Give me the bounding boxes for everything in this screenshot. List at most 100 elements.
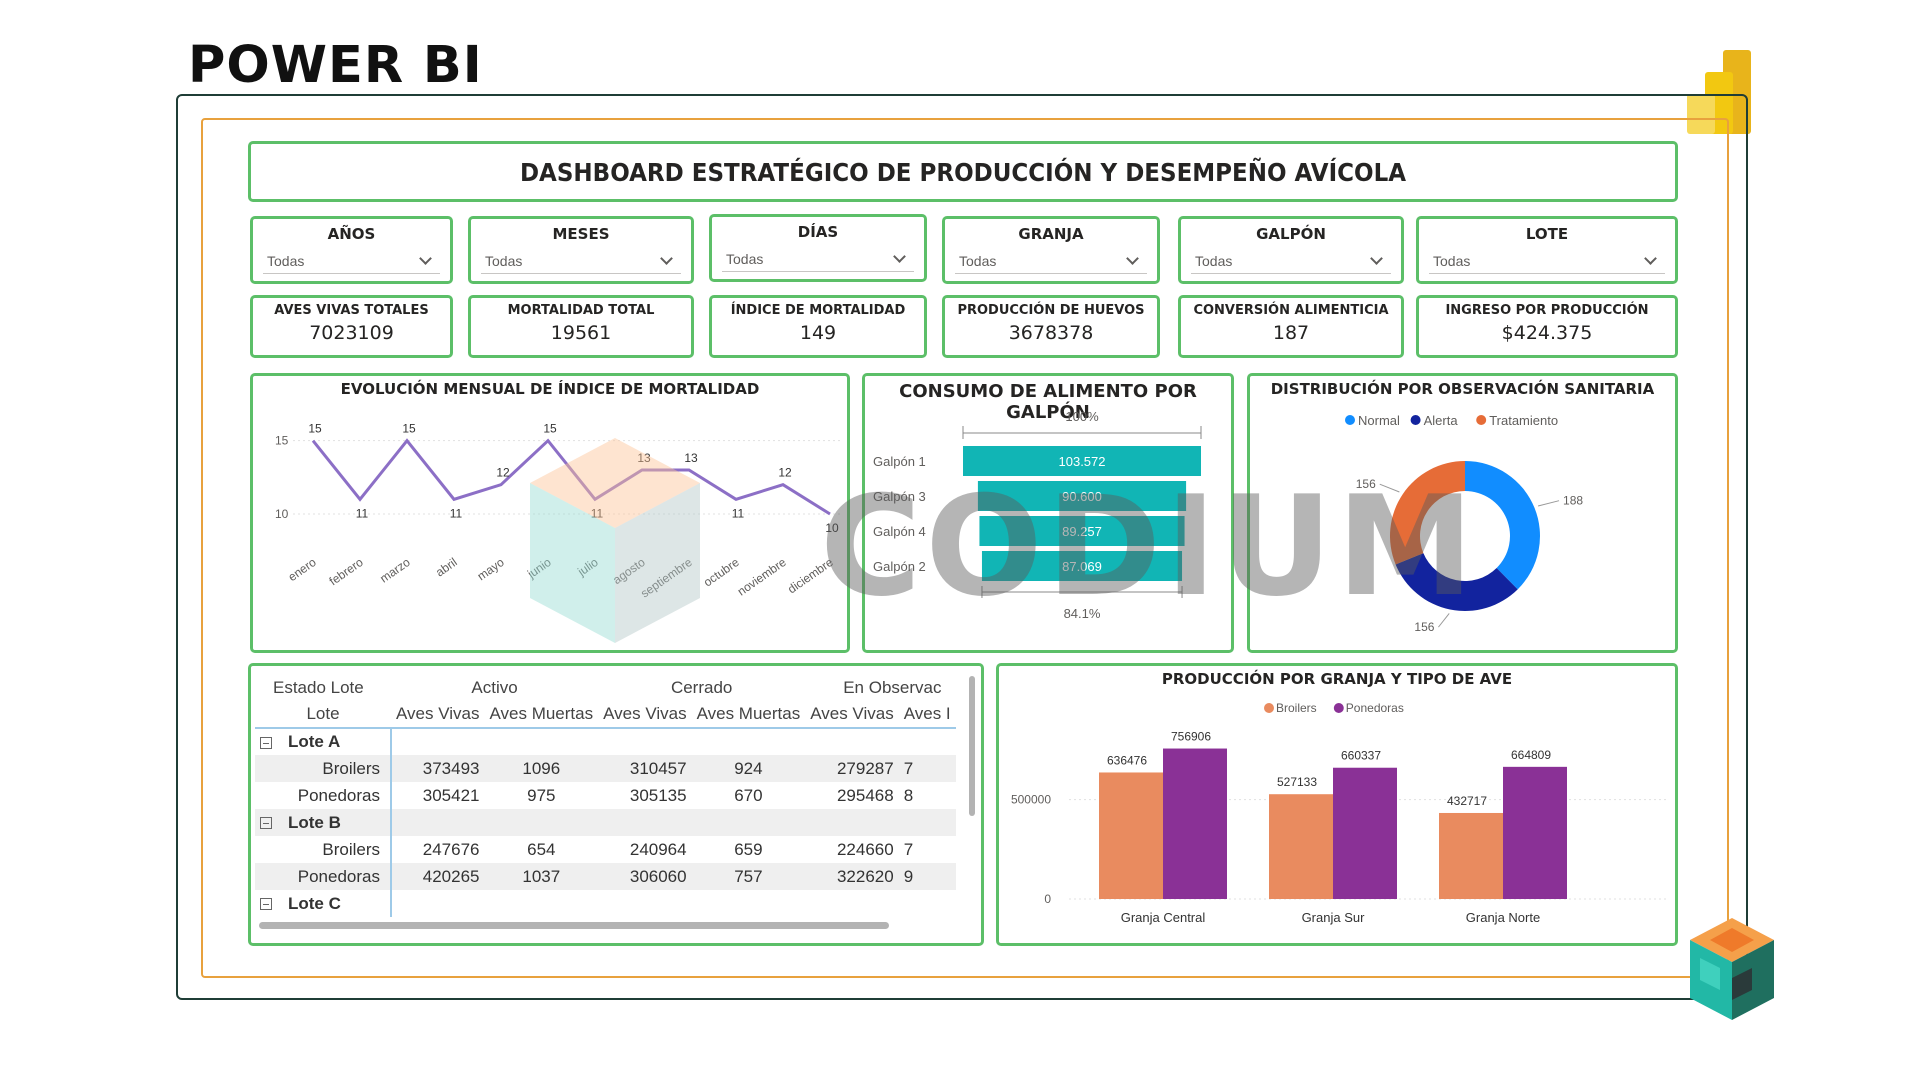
chevron-down-icon xyxy=(660,251,673,265)
slicer-value: Todas xyxy=(1433,252,1471,269)
chevron-down-icon xyxy=(893,249,906,263)
y-tick-label: 15 xyxy=(275,434,289,448)
y-tick-label: 0 xyxy=(1044,892,1051,906)
slicer-dropdown[interactable]: Todas xyxy=(722,246,914,272)
slicer-dropdown[interactable]: Todas xyxy=(263,248,440,274)
kpi-value: 7023109 xyxy=(309,322,394,344)
chevron-down-icon xyxy=(1370,251,1383,265)
column-header[interactable]: Aves Vivas xyxy=(598,701,692,729)
slicer-dropdown[interactable]: Todas xyxy=(1191,248,1391,274)
x-tick-label: enero xyxy=(286,555,319,584)
legend-label: Normal xyxy=(1358,413,1400,428)
table-row: Lote A xyxy=(255,728,956,755)
slicer-galpon[interactable]: GALPÓN Todas xyxy=(1178,216,1404,284)
row-label: Broilers xyxy=(255,755,392,782)
series-line xyxy=(311,438,831,516)
kpi-value: 3678378 xyxy=(1008,322,1094,344)
slicer-dias[interactable]: DÍAS Todas xyxy=(709,214,927,282)
table-cell: 305135 xyxy=(629,785,687,805)
funnel-bottom-label: 84.1% xyxy=(1064,606,1101,621)
legend-marker xyxy=(1345,415,1355,425)
data-label: 432717 xyxy=(1447,794,1487,808)
x-tick-label: agosto xyxy=(610,555,648,587)
kpi-indice-mortalidad: ÍNDICE DE MORTALIDAD 149 xyxy=(709,295,927,358)
funnel-bar xyxy=(981,551,1183,581)
slicer-anos[interactable]: AÑOS Todas xyxy=(250,216,453,284)
group-row-header[interactable]: Lote B xyxy=(255,809,392,836)
vertical-scrollbar[interactable] xyxy=(969,676,975,816)
dashboard-title: DASHBOARD ESTRATÉGICO DE PRODUCCIÓN Y DE… xyxy=(519,158,1407,187)
x-tick-label: junio xyxy=(524,555,554,582)
slicer-granja[interactable]: GRANJA Todas xyxy=(942,216,1160,284)
data-label: 11 xyxy=(591,506,604,520)
funnel-value-label: 87.069 xyxy=(1062,559,1102,574)
slicer-dropdown[interactable]: Todas xyxy=(481,248,681,274)
table-row: Broilers 247676 654 240964 659 224660 7 xyxy=(255,836,956,863)
slicer-dropdown[interactable]: Todas xyxy=(955,248,1147,274)
kpi-label: ÍNDICE DE MORTALIDAD xyxy=(730,303,906,318)
donut-slice xyxy=(1390,461,1465,565)
donut-chart-card[interactable]: DISTRIBUCIÓN POR OBSERVACIÓN SANITARIA N… xyxy=(1247,373,1678,653)
funnel-value-label: 90.600 xyxy=(1062,489,1102,504)
table-row: Broilers 373493 1096 310457 924 279287 7 xyxy=(255,755,956,782)
funnel-chart[interactable]: 100% 103.572 Galpón 1 90.600 Galpón 3 89.257 G… xyxy=(865,406,1231,650)
bar-chart[interactable]: Broilers Ponedoras 0 500000 636476 756906 Gran… xyxy=(999,694,1675,944)
legend-marker xyxy=(1476,415,1487,425)
data-label: 636476 xyxy=(1107,753,1147,767)
collapse-icon[interactable] xyxy=(260,736,272,749)
column-header[interactable]: Aves Vivas xyxy=(391,701,485,729)
group-row-fill xyxy=(391,890,956,917)
leader-line xyxy=(1537,500,1560,507)
y-tick-label: 10 xyxy=(275,507,289,521)
data-label: 13 xyxy=(684,451,698,465)
matrix-table[interactable]: Estado Lote Activo Cerrado En Observac L… xyxy=(255,674,956,917)
bar-chart-card[interactable]: PRODUCCIÓN POR GRANJA Y TIPO DE AVE Broi… xyxy=(996,663,1678,946)
slicer-lote[interactable]: LOTE Todas xyxy=(1416,216,1678,284)
slicer-label: GALPÓN xyxy=(1256,225,1326,243)
leader-line xyxy=(1438,613,1450,628)
line-chart-card[interactable]: EVOLUCIÓN MENSUAL DE ÍNDICE DE MORTALIDA… xyxy=(250,373,850,653)
kpi-label: AVES VIVAS TOTALES xyxy=(274,303,429,318)
group-row-header[interactable]: Lote A xyxy=(255,728,392,755)
slicer-meses[interactable]: MESES Todas xyxy=(468,216,694,284)
kpi-label: MORTALIDAD TOTAL xyxy=(507,303,655,318)
column-header[interactable]: Aves I xyxy=(898,701,956,729)
line-chart-title: EVOLUCIÓN MENSUAL DE ÍNDICE DE MORTALIDA… xyxy=(340,380,760,398)
table-cell: 310457 xyxy=(598,755,692,782)
column-header[interactable]: Aves Muertas xyxy=(484,701,599,729)
column-group-header[interactable]: En Observac xyxy=(843,677,942,697)
bar xyxy=(1163,748,1227,899)
data-label: 664809 xyxy=(1511,748,1551,762)
data-label: 15 xyxy=(402,422,416,436)
column-group-header[interactable]: Cerrado xyxy=(670,677,733,697)
bar xyxy=(1333,767,1397,899)
data-label: 527133 xyxy=(1277,775,1317,789)
donut-chart[interactable]: Normal Alerta Tratamiento 188 156 156 xyxy=(1250,406,1675,650)
column-group-header[interactable]: Activo xyxy=(471,677,518,697)
column-header[interactable]: Aves Muertas xyxy=(691,701,806,729)
kpi-mortalidad: MORTALIDAD TOTAL 19561 xyxy=(468,295,694,358)
slicer-dropdown[interactable]: Todas xyxy=(1429,248,1665,274)
x-tick-label: noviembre xyxy=(735,555,789,599)
table-cell: 295468 xyxy=(836,785,894,805)
horizontal-scrollbar[interactable] xyxy=(259,922,889,929)
column-header[interactable]: Aves Vivas xyxy=(805,701,899,729)
slicer-value: Todas xyxy=(485,252,523,269)
collapse-icon[interactable] xyxy=(260,898,272,911)
group-row-fill xyxy=(391,809,956,836)
donut-slice xyxy=(1465,461,1540,590)
bar-chart-title: PRODUCCIÓN POR GRANJA Y TIPO DE AVE xyxy=(1161,670,1513,688)
matrix-table-card[interactable]: Estado Lote Activo Cerrado En Observac L… xyxy=(248,663,984,946)
group-row-header[interactable]: Lote C xyxy=(255,890,392,917)
table-cell: 1037 xyxy=(484,863,599,890)
funnel-chart-card[interactable]: CONSUMO DE ALIMENTO POR GALPÓN 100% 103.5… xyxy=(862,373,1234,653)
data-label: 756906 xyxy=(1171,730,1211,744)
x-tick-label: Granja Norte xyxy=(1466,910,1540,925)
bar xyxy=(1099,772,1163,899)
kpi-label: CONVERSIÓN ALIMENTICIA xyxy=(1193,303,1389,318)
slicer-label: GRANJA xyxy=(1018,225,1084,243)
line-chart[interactable]: 10 15 15 11 15 11 12 15 11 13 13 11 12 10 enero febrero… xyxy=(253,406,847,650)
row-label: Broilers xyxy=(255,836,392,863)
collapse-icon[interactable] xyxy=(260,817,272,830)
chevron-down-icon xyxy=(419,251,432,265)
